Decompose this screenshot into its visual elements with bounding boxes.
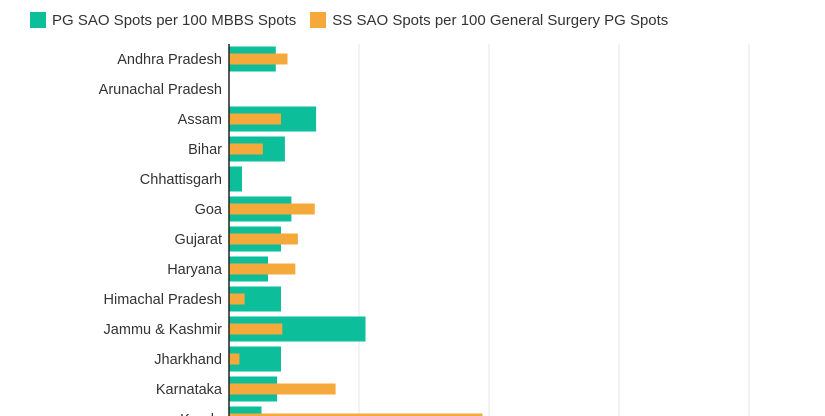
bar-ss-karnataka (229, 383, 336, 395)
bar-ss-assam (229, 113, 281, 125)
category-label-gujarat: Gujarat (174, 232, 222, 248)
legend-item-pg[interactable]: PG SAO Spots per 100 MBBS Spots (30, 12, 296, 29)
category-label-chhattisgarh: Chhattisgarh (140, 172, 222, 188)
bar-ss-jammu-kashmir (229, 323, 283, 335)
bar-ss-haryana (229, 263, 296, 275)
bar-ss-jharkhand (229, 353, 240, 365)
bar-ss-andhra-pradesh (229, 53, 288, 65)
bar-ss-goa (229, 203, 315, 215)
category-label-karnataka: Karnataka (156, 382, 223, 398)
bar-ss-kerala (229, 413, 483, 416)
category-label-himachal-pradesh: Himachal Pradesh (104, 292, 222, 308)
gridlines (358, 44, 750, 416)
bar-ss-bihar (229, 143, 263, 155)
category-label-kerala: Kerala (180, 412, 223, 416)
bar-pg-kerala (229, 406, 262, 416)
category-labels: Andhra Pradesh Arunachal Pradesh Assam Biha… (99, 52, 223, 416)
legend-label-ss: SS SAO Spots per 100 General Surgery PG … (332, 11, 669, 29)
category-label-assam: Assam (178, 112, 222, 128)
category-label-jammu-kashmir: Jammu & Kashmir (104, 322, 223, 338)
legend-swatch-ss (310, 12, 327, 28)
category-label-goa: Goa (195, 202, 223, 218)
bar-ss-himachal-pradesh (229, 293, 245, 305)
legend: PG SAO Spots per 100 MBBS Spots SS SAO S… (30, 8, 668, 32)
category-label-andhra-pradesh: Andhra Pradesh (117, 52, 222, 68)
category-label-jharkhand: Jharkhand (154, 352, 222, 368)
bars (229, 46, 483, 416)
legend-label-pg: PG SAO Spots per 100 MBBS Spots (52, 11, 297, 29)
legend-swatch-pg (30, 12, 46, 28)
category-label-bihar: Bihar (188, 142, 222, 158)
category-label-haryana: Haryana (167, 262, 223, 278)
category-label-arunachal-pradesh: Arunachal Pradesh (99, 82, 222, 98)
bar-pg-chhattisgarh (229, 166, 242, 192)
bar-ss-gujarat (229, 233, 298, 245)
legend-item-ss[interactable]: SS SAO Spots per 100 General Surgery PG … (310, 12, 668, 29)
